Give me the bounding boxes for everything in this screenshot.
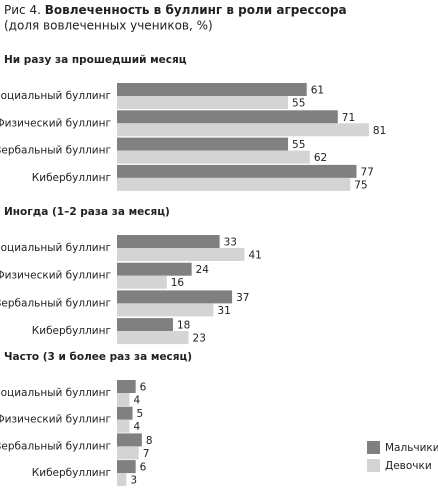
subtitle: (доля вовлеченных учеников, %) bbox=[4, 19, 213, 33]
bar bbox=[117, 331, 189, 345]
bar bbox=[117, 248, 245, 261]
value-label: 8 bbox=[146, 435, 153, 447]
figure-title: Рис 4. Вовлеченность в буллинг в роли аг… bbox=[4, 3, 347, 17]
bar bbox=[117, 433, 142, 447]
bar bbox=[117, 318, 173, 332]
category-label: Кибербуллинг bbox=[32, 325, 111, 337]
bar bbox=[117, 177, 351, 191]
category-label: Вербальный буллинг bbox=[0, 440, 111, 452]
bar bbox=[117, 303, 214, 317]
legend-swatch bbox=[367, 441, 380, 454]
value-label: 3 bbox=[130, 475, 137, 487]
value-label: 55 bbox=[292, 139, 305, 151]
value-label: 4 bbox=[133, 421, 140, 433]
bar bbox=[117, 137, 289, 151]
figure-label: Рис 4. bbox=[4, 3, 41, 17]
legend-label: Мальчики bbox=[385, 442, 438, 454]
category-label: Вербальный буллинг bbox=[0, 297, 111, 309]
category-label: Кибербуллинг bbox=[32, 467, 111, 479]
value-label: 41 bbox=[249, 250, 262, 262]
value-label: 31 bbox=[217, 305, 230, 317]
category-label: Физический буллинг bbox=[0, 270, 111, 282]
bar bbox=[117, 235, 220, 248]
title-text: Вовлеченность в буллинг в роли агрессора bbox=[45, 3, 347, 17]
value-label: 77 bbox=[360, 166, 373, 178]
category-label: Социальный буллинг bbox=[0, 90, 111, 102]
bar bbox=[117, 393, 130, 406]
bar bbox=[117, 460, 136, 474]
value-label: 33 bbox=[224, 237, 237, 249]
value-label: 55 bbox=[292, 98, 305, 110]
bar bbox=[117, 123, 369, 137]
category-label: Физический буллинг bbox=[0, 414, 111, 426]
value-label: 6 bbox=[140, 382, 147, 394]
value-label: 37 bbox=[236, 292, 249, 304]
bar bbox=[117, 473, 127, 487]
bar bbox=[117, 110, 338, 124]
legend-label: Девочки bbox=[385, 460, 432, 472]
bar bbox=[117, 150, 310, 164]
value-label: 71 bbox=[342, 112, 355, 124]
value-label: 62 bbox=[314, 152, 327, 164]
panel-title: Ни разу за прошедший месяц bbox=[4, 54, 187, 66]
value-label: 18 bbox=[177, 320, 190, 332]
bar bbox=[117, 83, 307, 96]
category-label: Кибербуллинг bbox=[32, 172, 111, 184]
legend-swatch bbox=[367, 459, 380, 472]
value-label: 23 bbox=[193, 333, 206, 345]
panel-title: Иногда (1–2 раза за месяц) bbox=[4, 206, 170, 218]
value-label: 24 bbox=[196, 264, 210, 276]
value-label: 61 bbox=[311, 85, 324, 97]
bar bbox=[117, 96, 289, 109]
panel-title: Часто (3 и более раз за месяц) bbox=[4, 351, 192, 363]
bar bbox=[117, 275, 167, 289]
bar bbox=[117, 446, 139, 460]
value-label: 7 bbox=[143, 448, 150, 460]
category-label: Социальный буллинг bbox=[0, 387, 111, 399]
bar bbox=[117, 406, 133, 420]
bar bbox=[117, 419, 130, 433]
value-label: 6 bbox=[140, 462, 147, 474]
bar bbox=[117, 290, 233, 304]
bar bbox=[117, 164, 357, 178]
bar bbox=[117, 380, 136, 393]
value-label: 75 bbox=[354, 179, 367, 191]
value-label: 5 bbox=[137, 408, 144, 420]
value-label: 4 bbox=[133, 395, 140, 407]
category-label: Социальный буллинг bbox=[0, 242, 111, 254]
value-label: 16 bbox=[171, 277, 185, 289]
value-label: 81 bbox=[373, 125, 386, 137]
category-label: Физический буллинг bbox=[0, 117, 111, 129]
bar bbox=[117, 262, 192, 276]
category-label: Вербальный буллинг bbox=[0, 145, 111, 157]
